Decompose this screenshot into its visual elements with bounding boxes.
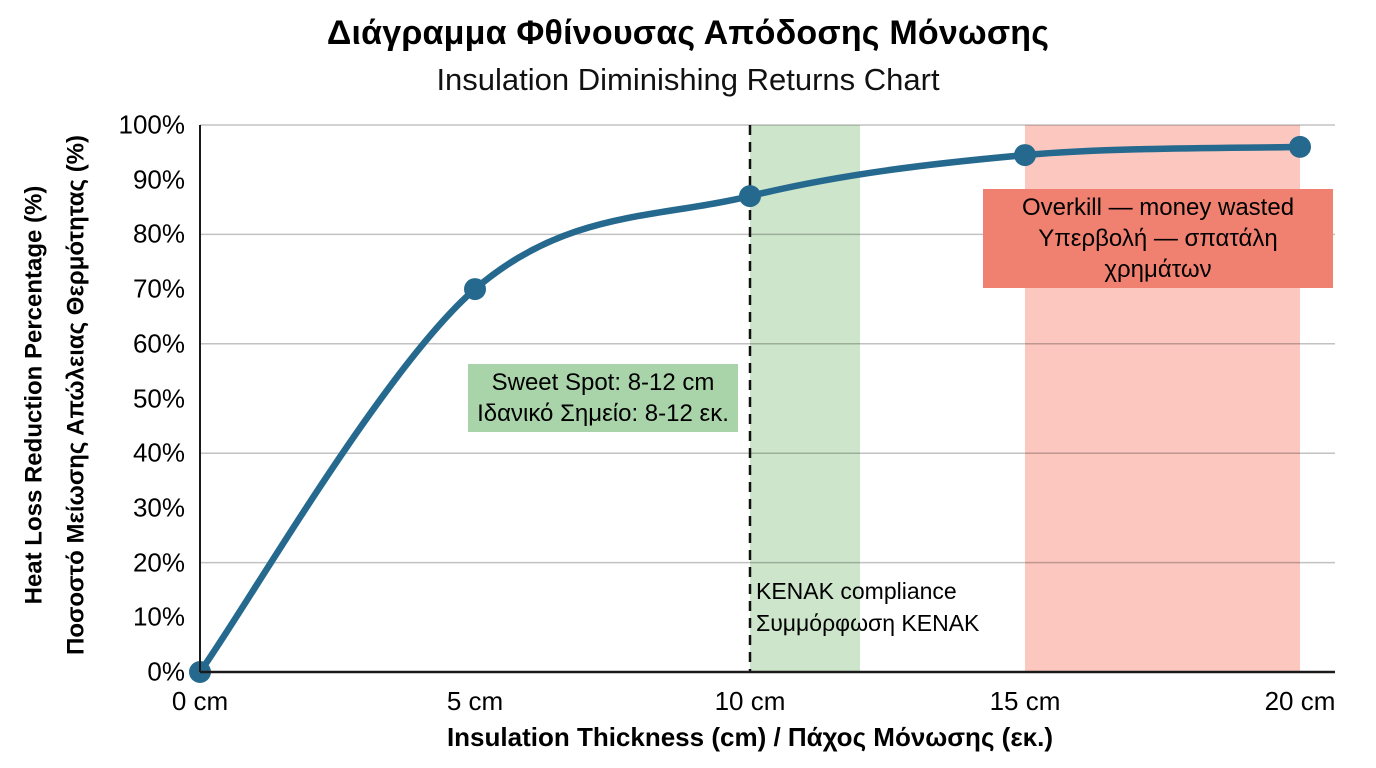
y-axis-label-greek: Ποσοστό Μείωσης Απώλειας Θερμότητας (%) — [62, 134, 90, 656]
y-tick-label: 100% — [118, 109, 186, 140]
overkill-annotation: Overkill — money wasted Υπερβολή — σπατά… — [983, 189, 1333, 288]
kenak-annotation: KENAK compliance Συμμόρφωση KENAK — [756, 575, 979, 639]
x-tick-label: 0 cm — [171, 686, 229, 716]
y-tick-label: 20% — [132, 547, 185, 578]
x-tick-label: 15 cm — [989, 686, 1061, 716]
x-tick-label: 10 cm — [714, 686, 786, 716]
sweet-spot-band — [750, 125, 860, 672]
data-point-marker — [739, 185, 761, 208]
overkill-line-el: Υπερβολή — σπατάλη χρημάτων — [1038, 225, 1278, 283]
y-tick-label: 0% — [147, 656, 185, 687]
data-point-marker — [1014, 144, 1036, 167]
y-tick-label: 10% — [132, 601, 185, 632]
x-axis-label: Insulation Thickness (cm) / Πάχος Μόνωση… — [446, 722, 1054, 752]
insulation-curve — [196, 143, 1304, 676]
x-tick-label: 20 cm — [1264, 686, 1336, 716]
y-tick-label: 60% — [132, 328, 185, 359]
overkill-line-en: Overkill — money wasted — [1021, 194, 1295, 221]
y-tick-label: 80% — [132, 218, 185, 249]
sweet-spot-line-el: Ιδανικό Σημείο: 8-12 εκ. — [477, 400, 729, 427]
x-tick-label: 5 cm — [446, 686, 504, 716]
chart-subtitle-english: Insulation Diminishing Returns Chart — [436, 62, 940, 97]
sweet-spot-annotation: Sweet Spot: 8-12 cm Ιδανικό Σημείο: 8-12… — [468, 364, 738, 432]
y-tick-label: 50% — [132, 383, 185, 413]
data-point-marker — [1289, 135, 1311, 158]
kenak-line-en: KENAK compliance — [756, 578, 957, 604]
y-tick-label: 70% — [132, 273, 185, 304]
y-tick-label: 30% — [132, 492, 185, 523]
chart-title-greek: Διάγραμμα Φθίνουσας Απόδοσης Μόνωσης — [326, 14, 1050, 52]
plot-area: Sweet Spot: 8-12 cm Ιδανικό Σημείο: 8-12… — [189, 124, 1335, 683]
kenak-line-el: Συμμόρφωση KENAK — [756, 610, 980, 636]
sweet-spot-line-en: Sweet Spot: 8-12 cm — [491, 369, 715, 396]
y-tick-label: 90% — [132, 164, 185, 195]
y-tick-label: 40% — [132, 437, 185, 468]
y-axis-label-english: Heat Loss Reduction Percentage (%) — [20, 185, 48, 605]
data-point-marker — [464, 278, 486, 301]
